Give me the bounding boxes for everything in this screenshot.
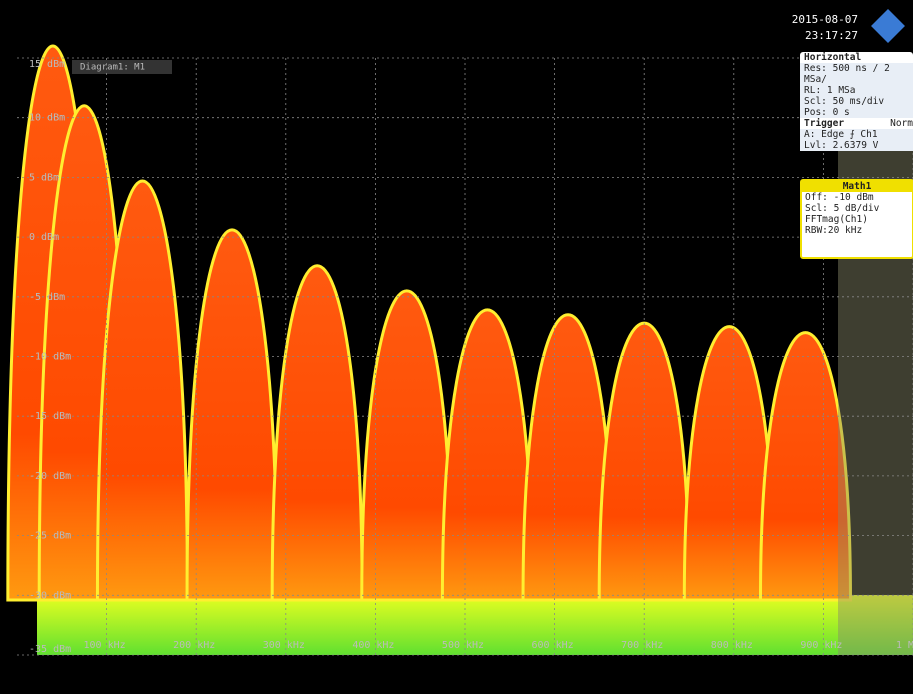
y-tick-label: -15 dBm bbox=[29, 411, 71, 422]
x-tick-label: 700 kHz bbox=[621, 640, 663, 651]
y-tick-label: 0 dBm bbox=[29, 232, 59, 243]
logo bbox=[871, 9, 905, 43]
panel-line: Scl: 50 ms/div bbox=[804, 96, 885, 107]
x-tick-label: 300 kHz bbox=[263, 640, 305, 651]
panel-line: RBW:20 kHz bbox=[805, 225, 863, 236]
panel-title: Trigger bbox=[804, 118, 845, 129]
spectrum-lobe bbox=[270, 264, 364, 602]
diagram-label: Diagram1: M1 bbox=[80, 63, 145, 73]
panel-line: FFTmag(Ch1) bbox=[805, 214, 868, 225]
panel-line: Lvl: 2.6379 V bbox=[804, 140, 879, 151]
spectrum-lobe bbox=[185, 228, 279, 602]
y-tick-label: -5 dBm bbox=[29, 292, 65, 303]
x-tick-label: 100 kHz bbox=[84, 640, 126, 651]
panel-line: RL: 1 MSa bbox=[804, 85, 856, 96]
trigger-mode: Norm bbox=[890, 118, 913, 129]
y-tick-label: -30 dBm bbox=[29, 590, 71, 601]
y-tick-label: 15 dBm bbox=[29, 59, 65, 70]
panel-line: A: Edge ⨍ Ch1 bbox=[804, 129, 878, 140]
noise-floor bbox=[37, 595, 913, 655]
x-tick-label: 500 kHz bbox=[442, 640, 484, 651]
x-tick-label: 400 kHz bbox=[352, 640, 394, 651]
x-tick-label: 1 MHz bbox=[896, 640, 913, 651]
panel-line: Pos: 0 s bbox=[804, 107, 850, 118]
x-tick-label: 800 kHz bbox=[711, 640, 753, 651]
y-tick-label: -20 dBm bbox=[29, 471, 71, 482]
panel-line: Off: -10 dBm bbox=[805, 192, 874, 203]
y-tick-label: 10 dBm bbox=[29, 113, 65, 124]
horizontal-panel: Horizontal Res: 500 ns / 2 MSa/RL: 1 MSa… bbox=[800, 52, 913, 151]
y-tick-label: 5 dBm bbox=[29, 172, 59, 183]
diagram-tab bbox=[72, 60, 172, 74]
x-tick-label: 900 kHz bbox=[800, 640, 842, 651]
panel-title: Math1 bbox=[802, 181, 912, 192]
spectrum-lobe bbox=[95, 179, 189, 602]
x-tick-label: 600 kHz bbox=[532, 640, 574, 651]
y-tick-label: -35 dBm bbox=[29, 644, 71, 655]
panel-title: Horizontal bbox=[804, 52, 862, 63]
date: 2015-08-07 bbox=[792, 13, 858, 26]
spectrum-lobe bbox=[758, 331, 852, 602]
spectrum-lobe bbox=[597, 321, 691, 602]
math-panel: Math1 Off: -10 dBm Scl: 5 dB/div FFTmag(Ch… bbox=[800, 179, 913, 259]
y-tick-label: -25 dBm bbox=[29, 531, 71, 542]
x-tick-label: 200 kHz bbox=[173, 640, 215, 651]
overlay-shade bbox=[838, 58, 913, 655]
panel-line: Scl: 5 dB/div bbox=[805, 203, 880, 214]
panel-line: Res: 500 ns / 2 MSa/ bbox=[804, 63, 890, 85]
time: 23:17:27 bbox=[805, 29, 858, 42]
y-tick-label: -10 dBm bbox=[29, 352, 71, 363]
